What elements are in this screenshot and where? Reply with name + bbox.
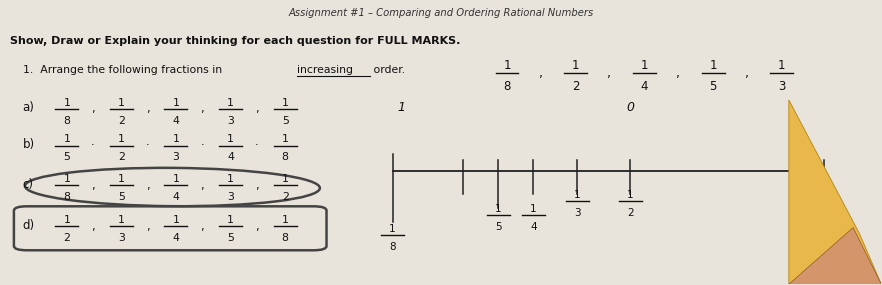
- Text: d): d): [23, 219, 34, 232]
- Text: ,: ,: [676, 66, 680, 80]
- Text: ,: ,: [539, 66, 542, 80]
- Text: 1: 1: [778, 59, 786, 72]
- Text: 1: 1: [640, 59, 648, 72]
- Text: 2: 2: [64, 233, 71, 243]
- Text: ,: ,: [146, 102, 149, 115]
- Text: 1: 1: [572, 59, 579, 72]
- Text: 1: 1: [227, 98, 234, 108]
- Text: 1: 1: [118, 174, 124, 184]
- Text: 5: 5: [495, 222, 502, 232]
- Text: 1: 1: [64, 174, 71, 184]
- Text: 2: 2: [281, 192, 288, 202]
- Text: 1: 1: [173, 174, 179, 184]
- Text: ,: ,: [255, 179, 258, 192]
- Text: increasing: increasing: [297, 64, 354, 74]
- Text: ,: ,: [91, 220, 94, 233]
- Text: ,: ,: [200, 102, 204, 115]
- Text: 2: 2: [627, 208, 633, 218]
- Text: 8: 8: [281, 152, 288, 162]
- Text: 5: 5: [118, 192, 124, 202]
- Text: 3: 3: [778, 80, 786, 93]
- Text: 8: 8: [64, 192, 71, 202]
- Text: 2: 2: [118, 152, 124, 162]
- Text: 8: 8: [281, 233, 288, 243]
- Text: 0: 0: [626, 101, 634, 114]
- Text: ,: ,: [91, 102, 94, 115]
- Text: 3: 3: [227, 192, 234, 202]
- Text: ,: ,: [146, 220, 149, 233]
- Text: 1: 1: [504, 59, 511, 72]
- Text: 1: 1: [64, 98, 71, 108]
- Text: 1: 1: [495, 204, 502, 214]
- Text: 8: 8: [64, 115, 71, 126]
- Text: 1: 1: [64, 135, 71, 144]
- Text: 4: 4: [530, 222, 537, 232]
- Text: ,: ,: [200, 179, 204, 192]
- Text: 3: 3: [118, 233, 124, 243]
- Polygon shape: [789, 100, 881, 284]
- Text: 4: 4: [173, 192, 179, 202]
- Text: 1: 1: [118, 135, 124, 144]
- Text: 4: 4: [640, 80, 648, 93]
- Text: 5: 5: [227, 233, 234, 243]
- Text: 1: 1: [530, 204, 537, 214]
- Text: 8: 8: [504, 80, 511, 93]
- Text: Assignment #1 – Comparing and Ordering Rational Numbers: Assignment #1 – Comparing and Ordering R…: [288, 8, 594, 18]
- Polygon shape: [789, 228, 881, 284]
- Text: 2: 2: [118, 115, 124, 126]
- Text: Show, Draw or Explain your thinking for each question for FULL MARKS.: Show, Draw or Explain your thinking for …: [10, 36, 460, 46]
- Text: 1: 1: [281, 215, 288, 225]
- Text: ,: ,: [91, 179, 94, 192]
- Text: 1: 1: [227, 174, 234, 184]
- Text: 1.  Arrange the following fractions in: 1. Arrange the following fractions in: [23, 64, 222, 74]
- Text: ·: ·: [146, 139, 149, 152]
- Text: 4: 4: [173, 115, 179, 126]
- Text: ,: ,: [255, 102, 258, 115]
- Text: 1: 1: [398, 101, 406, 114]
- Text: 1: 1: [627, 190, 633, 200]
- Text: 5: 5: [709, 80, 717, 93]
- Text: 1: 1: [173, 98, 179, 108]
- Text: 1: 1: [709, 59, 717, 72]
- Text: 5: 5: [281, 115, 288, 126]
- Text: 4: 4: [173, 233, 179, 243]
- Text: 8: 8: [389, 242, 396, 252]
- Text: ·: ·: [91, 139, 94, 152]
- Text: 1: 1: [389, 224, 396, 234]
- Text: order.: order.: [370, 64, 405, 74]
- Text: 3: 3: [173, 152, 179, 162]
- Text: 3: 3: [574, 208, 581, 218]
- Text: ·: ·: [200, 139, 204, 152]
- Text: 2: 2: [572, 80, 579, 93]
- Text: ,: ,: [607, 66, 611, 80]
- Text: 3: 3: [227, 115, 234, 126]
- Text: c): c): [23, 178, 34, 191]
- Text: 1: 1: [118, 98, 124, 108]
- Text: 1: 1: [227, 215, 234, 225]
- Text: 1: 1: [64, 215, 71, 225]
- Text: 1: 1: [281, 98, 288, 108]
- Text: ,: ,: [146, 179, 149, 192]
- Text: a): a): [23, 101, 34, 114]
- Text: ,: ,: [200, 220, 204, 233]
- Text: 1: 1: [574, 190, 581, 200]
- Text: 1: 1: [281, 135, 288, 144]
- Text: 1: 1: [281, 174, 288, 184]
- Text: 1: 1: [173, 135, 179, 144]
- Text: 1: 1: [173, 215, 179, 225]
- Text: ·: ·: [255, 139, 258, 152]
- Text: ,: ,: [255, 220, 258, 233]
- Text: 5: 5: [64, 152, 71, 162]
- Text: b): b): [23, 138, 34, 151]
- Text: 1: 1: [227, 135, 234, 144]
- Text: 4: 4: [227, 152, 234, 162]
- Text: ,: ,: [744, 66, 749, 80]
- Text: 1: 1: [118, 215, 124, 225]
